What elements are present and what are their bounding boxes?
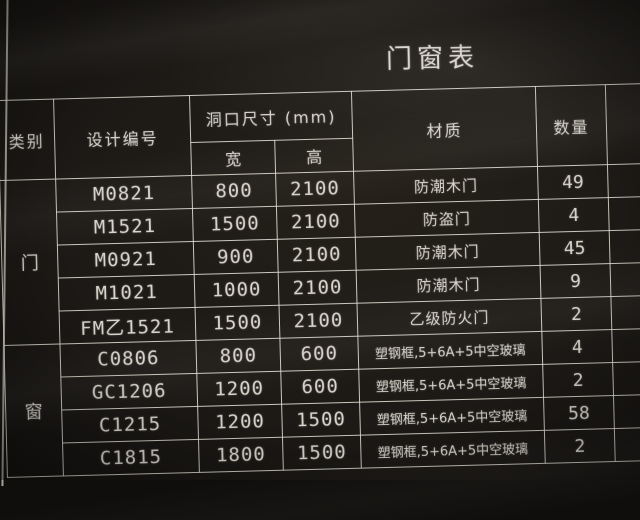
remark-cell (609, 229, 640, 263)
schedule-table: 类别 设计编号 洞口尺寸 (mm) 材质 数量 宽 高 门 M0821 800 … (0, 83, 640, 478)
material-cell: 塑钢框,5+6A+5中空玻璃 (360, 430, 545, 468)
header-category: 类别 (0, 99, 56, 180)
width-cell: 1800 (199, 437, 284, 472)
height-cell: 600 (281, 369, 360, 404)
quantity-cell: 4 (538, 198, 609, 233)
category-cell-window: 窗 (4, 344, 63, 477)
remark-cell (607, 163, 640, 197)
material-cell: 塑钢框,5+6A+5中空玻璃 (358, 331, 543, 369)
width-cell: 1000 (194, 272, 279, 307)
width-cell: 800 (192, 173, 277, 208)
width-cell: 1200 (197, 371, 282, 406)
quantity-cell: 45 (539, 231, 610, 266)
remark-cell (612, 328, 640, 362)
photo-background: 门窗表 类别 设计编号 洞口尺寸 (mm) 材质 数量 宽 高 门 (0, 0, 640, 480)
quantity-cell: 9 (540, 264, 611, 299)
quantity-cell: 2 (541, 297, 612, 332)
header-material: 材质 (351, 86, 537, 171)
remark-cell (614, 427, 640, 461)
height-cell: 600 (280, 336, 359, 371)
header-remark-cutoff (605, 83, 640, 164)
design-code-cell: C1815 (63, 439, 200, 476)
quantity-cell: 2 (544, 429, 615, 464)
design-code-cell: M0921 (57, 241, 194, 278)
quantity-cell: 2 (543, 363, 614, 398)
header-height: 高 (275, 138, 354, 173)
design-code-cell: GC1206 (61, 373, 198, 410)
remark-cell (613, 394, 640, 428)
material-cell: 塑钢框,5+6A+5中空玻璃 (359, 364, 544, 402)
width-cell: 800 (196, 338, 281, 373)
quantity-cell: 49 (537, 165, 608, 200)
height-cell: 2100 (276, 204, 355, 239)
quantity-cell: 58 (544, 396, 615, 431)
design-code-cell: M0821 (56, 175, 193, 212)
header-design-code: 设计编号 (54, 96, 192, 180)
design-code-cell: C1215 (62, 406, 199, 443)
design-code-cell: M1021 (58, 274, 195, 311)
design-code-cell: FM乙1521 (59, 307, 196, 344)
height-cell: 1500 (282, 435, 361, 470)
width-cell: 1500 (195, 305, 280, 340)
height-cell: 2100 (276, 171, 355, 206)
height-cell: 2100 (279, 303, 358, 338)
remark-cell (610, 262, 640, 296)
door-window-schedule: 类别 设计编号 洞口尺寸 (mm) 材质 数量 宽 高 门 M0821 800 … (0, 83, 640, 478)
design-code-cell: C0806 (60, 340, 197, 377)
width-cell: 1200 (198, 404, 283, 439)
material-cell: 防潮木门 (355, 232, 540, 270)
header-opening-size: 洞口尺寸 (mm) (189, 91, 352, 142)
material-cell: 塑钢框,5+6A+5中空玻璃 (360, 397, 545, 435)
height-cell: 2100 (278, 270, 357, 305)
width-cell: 1500 (192, 206, 277, 241)
remark-cell (611, 295, 640, 329)
material-cell: 防潮木门 (354, 166, 539, 204)
material-cell: 防盗门 (354, 199, 539, 237)
quantity-cell: 4 (542, 330, 613, 365)
design-code-cell: M1521 (57, 208, 194, 245)
category-cell-door: 门 (0, 179, 60, 345)
height-cell: 1500 (282, 402, 361, 437)
header-width: 宽 (191, 140, 276, 175)
header-quantity: 数量 (535, 85, 607, 167)
material-cell: 乙级防火门 (357, 298, 542, 336)
remark-cell (608, 196, 640, 230)
width-cell: 900 (193, 239, 278, 274)
material-cell: 防潮木门 (356, 265, 541, 303)
remark-cell (613, 361, 640, 395)
height-cell: 2100 (277, 237, 356, 272)
schedule-title: 门窗表 (386, 37, 480, 76)
